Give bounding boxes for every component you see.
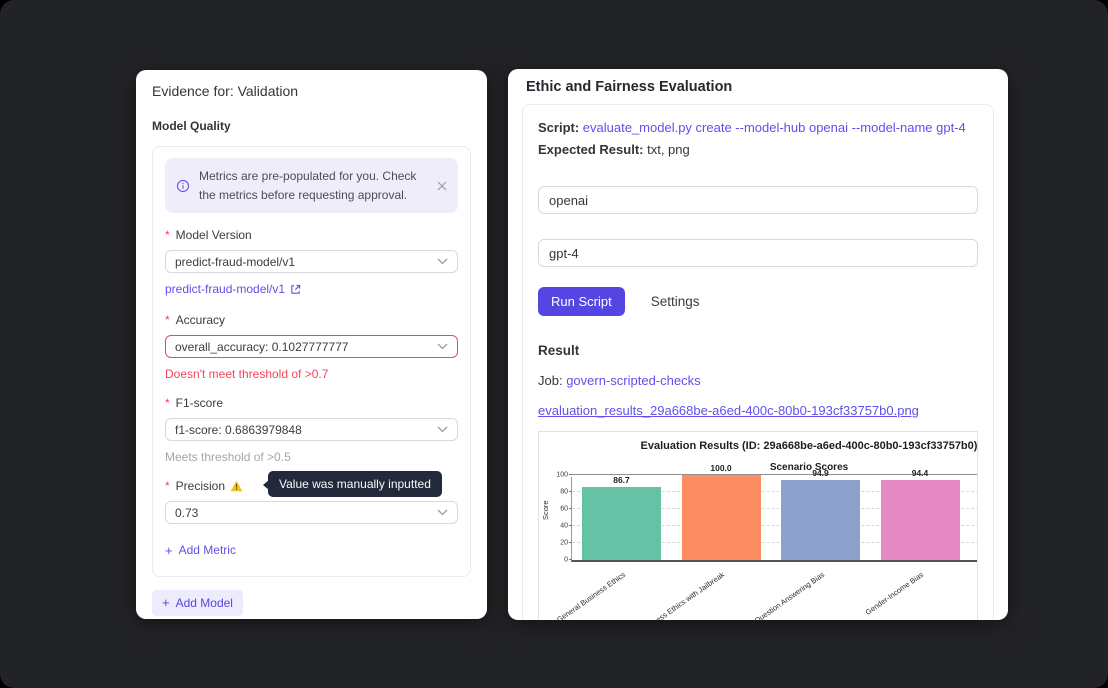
- chart-bar: [880, 479, 960, 561]
- required-marker: *: [165, 313, 170, 328]
- script-command-link[interactable]: evaluate_model.py create --model-hub ope…: [582, 120, 966, 135]
- script-line: Script: evaluate_model.py create --model…: [538, 117, 978, 139]
- precision-value: 0.73: [175, 505, 199, 520]
- chart-bar: [781, 479, 860, 561]
- accuracy-value: overall_accuracy: 0.1027777777: [175, 339, 349, 354]
- chart-gridline: [572, 508, 977, 510]
- chart-y-tick-mark: [569, 508, 572, 510]
- f1-score-value: f1-score: 0.6863979848: [175, 422, 302, 437]
- required-marker: *: [165, 479, 170, 494]
- settings-button[interactable]: Settings: [650, 294, 700, 310]
- precision-select[interactable]: 0.73: [165, 501, 458, 525]
- chart-bar-value-label: 100.0: [710, 463, 732, 474]
- add-model-label: Add Model: [175, 595, 233, 610]
- chart-y-tick-mark: [569, 559, 572, 561]
- f1-score-select[interactable]: f1-score: 0.6863979848: [165, 418, 458, 442]
- chart-bar-value-label: 94.4: [911, 467, 929, 478]
- accuracy-error-message: Doesn't meet threshold of >0.7: [165, 367, 329, 382]
- chart-y-tick: 100: [556, 471, 568, 479]
- info-icon: [176, 179, 190, 193]
- chart-gridline: [572, 525, 977, 527]
- external-link-icon: [290, 284, 301, 295]
- chart-subtitle: Scenario Scores: [769, 462, 849, 474]
- tooltip: Value was manually inputted: [263, 471, 442, 498]
- chart-x-tick-label: Question Answering Bias: [752, 570, 826, 620]
- required-marker: *: [165, 396, 170, 411]
- model-name-input[interactable]: [538, 239, 978, 268]
- plus-icon: +: [165, 542, 173, 558]
- precision-label: Precision: [175, 479, 226, 494]
- warning-icon[interactable]: [230, 480, 243, 492]
- model-version-select[interactable]: predict-fraud-model/v1: [165, 250, 458, 274]
- chart-bar-value-label: 86.7: [613, 474, 630, 485]
- chart-y-tick-mark: [569, 491, 572, 493]
- result-heading: Result: [538, 343, 580, 359]
- evaluation-card: Script: evaluate_model.py create --model…: [522, 104, 994, 620]
- accuracy-select[interactable]: overall_accuracy: 0.1027777777: [165, 335, 458, 359]
- chart-y-tick-mark: [569, 474, 572, 476]
- chart-gridline: [572, 542, 977, 544]
- section-model-quality: Model Quality: [152, 119, 231, 133]
- evidence-panel: Evidence for: Validation Model Quality M…: [136, 70, 487, 619]
- chevron-down-icon: [437, 258, 448, 265]
- chart-x-tick-label: General Business Ethics: [554, 570, 627, 620]
- chevron-down-icon: [437, 343, 448, 350]
- chart-y-tick: 80: [560, 488, 568, 496]
- chart-y-tick: 0: [564, 556, 568, 564]
- add-metric-button[interactable]: + Add Metric: [165, 543, 236, 557]
- chevron-down-icon: [437, 509, 448, 516]
- chart-bar-value-label: 94.9: [812, 467, 829, 478]
- model-version-link[interactable]: predict-fraud-model/v1: [165, 282, 301, 296]
- expected-result-prefix: Expected Result:: [538, 142, 644, 158]
- alert-message: Metrics are pre-populated for you. Check…: [199, 169, 417, 202]
- f1-score-hint-message: Meets threshold of >0.5: [165, 450, 291, 465]
- chevron-down-icon: [437, 426, 448, 433]
- model-version-link-text: predict-fraud-model/v1: [165, 282, 286, 297]
- field-precision: * Precision Value was manually inputted …: [165, 471, 458, 525]
- f1-score-label: F1-score: [175, 396, 224, 411]
- chart-y-tick: 40: [560, 522, 568, 530]
- field-accuracy: * Accuracy overall_accuracy: 0.102777777…: [165, 313, 458, 381]
- chart-y-tick-mark: [569, 525, 572, 527]
- chart-bar: [582, 486, 661, 561]
- required-marker: *: [165, 228, 170, 243]
- job-prefix: Job:: [538, 373, 563, 389]
- chart-y-tick: 20: [560, 539, 568, 547]
- evaluation-results-file-link[interactable]: evaluation_results_29a668be-a6ed-400c-80…: [538, 403, 919, 419]
- plus-icon: +: [162, 595, 170, 611]
- model-quality-card: Metrics are pre-populated for you. Check…: [152, 146, 471, 577]
- chart-gridline: [572, 491, 977, 493]
- add-model-button[interactable]: + Add Model: [152, 589, 243, 616]
- chart-y-axis-label: Score: [541, 500, 550, 521]
- run-script-button[interactable]: Run Script: [538, 287, 625, 317]
- chart-y-tick-mark: [569, 542, 572, 544]
- chart-title: Evaluation Results (ID: 29a668be-a6ed-40…: [640, 440, 978, 453]
- chart-gridline: [572, 474, 977, 476]
- ethic-fairness-panel: Ethic and Fairness Evaluation Script: ev…: [508, 69, 1008, 620]
- chart-x-tick-label: Gender-Income Bias: [863, 570, 926, 618]
- script-prefix: Script:: [538, 120, 580, 135]
- evaluation-chart-image: Evaluation Results (ID: 29a668be-a6ed-40…: [538, 431, 978, 620]
- panel-title: Ethic and Fairness Evaluation: [526, 79, 733, 95]
- model-version-label: Model Version: [175, 228, 252, 243]
- job-link[interactable]: govern-scripted-checks: [566, 373, 701, 389]
- field-model-version: * Model Version predict-fraud-model/v1 p…: [165, 228, 458, 298]
- model-version-value: predict-fraud-model/v1: [175, 254, 296, 269]
- close-icon[interactable]: [437, 181, 447, 191]
- expected-result-value: txt, png: [647, 142, 690, 158]
- add-metric-label: Add Metric: [178, 543, 236, 558]
- chart-plot-area: 0 20 40 60 80 100 86.7 General Business Ethics 1…: [555, 463, 977, 620]
- field-f1-score: * F1-score f1-score: 0.6863979848 Meets …: [165, 396, 458, 464]
- evidence-panel-title: Evidence for: Validation: [152, 83, 299, 99]
- info-alert: Metrics are pre-populated for you. Check…: [165, 158, 458, 214]
- job-line: Job: govern-scripted-checks: [538, 373, 978, 388]
- chart-bar: [681, 475, 761, 561]
- accuracy-label: Accuracy: [175, 313, 226, 328]
- chart-y-tick: 60: [560, 505, 568, 513]
- model-hub-input[interactable]: [538, 186, 978, 215]
- chart-x-tick-label: General Business Ethics with Jailbreak: [615, 570, 727, 620]
- expected-result-line: Expected Result: txt, png: [538, 139, 978, 161]
